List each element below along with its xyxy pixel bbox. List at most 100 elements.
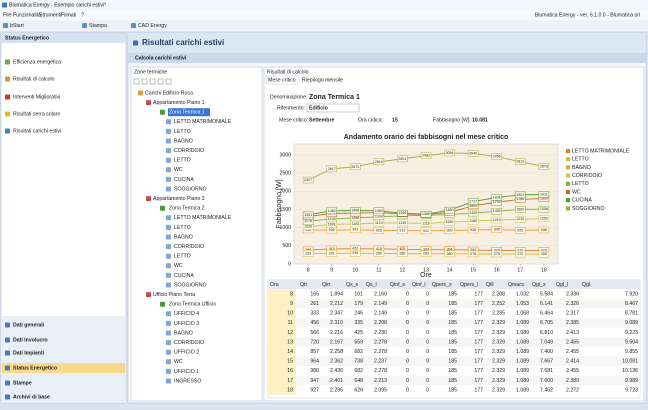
table-cell: 2.278 xyxy=(374,349,387,355)
table-cell: 10 xyxy=(287,311,293,317)
sub-header xyxy=(128,53,646,63)
nav-item[interactable]: Status Energetico xyxy=(13,365,57,371)
point-label: 420 xyxy=(352,247,358,251)
table-cell: 1.089 xyxy=(516,387,529,393)
tab[interactable]: Riepilogo mensile xyxy=(302,77,343,83)
point-label: 394 xyxy=(423,248,429,252)
legend-label: SOGGIORNO xyxy=(572,206,605,212)
menu-item[interactable]: ? xyxy=(81,12,84,18)
toolbar-button[interactable]: CAD Energy xyxy=(138,23,167,29)
sidebar-item[interactable]: Risultati serra solare xyxy=(13,111,60,117)
nav-item[interactable]: Dati Impianti xyxy=(13,350,45,356)
tree-node[interactable]: WC xyxy=(174,359,183,365)
tree-node[interactable]: Zona Termica 2 xyxy=(169,206,205,212)
nav-item[interactable]: Stampe xyxy=(13,380,32,386)
point-label: 370 xyxy=(541,248,547,252)
sidebar-item[interactable]: Interventi Migliorativi xyxy=(13,94,60,100)
tree-node[interactable]: CORRIDOIO xyxy=(174,340,204,346)
point-label: 1911 xyxy=(540,192,548,196)
tree-node[interactable]: Appartamento Piano 1 xyxy=(153,100,205,106)
toolbar xyxy=(0,20,648,31)
column-header: Qinf_l xyxy=(412,282,426,288)
point-label-box xyxy=(302,176,314,184)
table-cell: 0 xyxy=(426,339,429,345)
nav-item[interactable]: Archivi di base xyxy=(13,394,50,400)
tree-node[interactable]: WC xyxy=(174,167,183,173)
table-cell: 2.347 xyxy=(330,311,343,317)
y-tick-label: 1500 xyxy=(279,207,291,213)
tree-node[interactable]: CUCINA xyxy=(174,177,194,183)
point-label-box xyxy=(467,250,479,258)
tree-node[interactable]: CORRIDOIO xyxy=(174,244,204,250)
point-label: 912 xyxy=(423,229,429,233)
tree-node[interactable]: WC xyxy=(174,263,183,269)
tree-node[interactable]: UFFICIO 2 xyxy=(174,350,199,356)
tree-node[interactable]: Zona Termica Ufficio xyxy=(169,302,216,308)
nav-item[interactable]: Dati Involucro xyxy=(13,337,48,343)
y-tick-label: 2500 xyxy=(279,170,291,176)
menu-item[interactable]: Strumenti xyxy=(39,12,61,18)
point-label: 413 xyxy=(329,247,335,251)
table-cell: 2.329 xyxy=(492,368,505,374)
tree-node[interactable]: INGRESSO xyxy=(174,378,201,384)
menu-item[interactable]: Funzionalità xyxy=(13,12,41,18)
icon xyxy=(146,196,151,202)
icon xyxy=(5,111,10,117)
tree-node[interactable]: CORRIDOIO xyxy=(174,148,204,154)
icon xyxy=(166,349,171,355)
tree-node[interactable]: BAGNO xyxy=(174,330,193,336)
tree-node[interactable]: BAGNO xyxy=(174,234,193,240)
table-cell: 2.362 xyxy=(330,359,343,365)
point-label-box xyxy=(491,226,502,233)
table-cell: 2.149 xyxy=(374,301,387,307)
tree-node[interactable]: Ufficio Piano Terra xyxy=(153,292,195,298)
tree-node[interactable]: CUCINA xyxy=(174,273,194,279)
tab[interactable]: Mese critico xyxy=(268,77,296,83)
tree-node[interactable]: UFFICIO 1 xyxy=(174,369,199,375)
table-cell: 626 xyxy=(354,387,363,393)
nav-item[interactable]: Dati generali xyxy=(13,322,45,328)
sidebar-item[interactable]: Risultati di calcolo xyxy=(13,76,55,82)
tree-node[interactable]: UFFICIO 3 xyxy=(174,321,199,327)
table-cell: 1.089 xyxy=(516,359,529,365)
tree-node[interactable]: SOGGIORNO xyxy=(174,186,207,192)
tree-node[interactable]: LETTO MATRIMONIALE xyxy=(174,119,232,125)
icon xyxy=(82,23,87,28)
tree-node[interactable]: Appartamento Piano 2 xyxy=(153,196,205,202)
tree-node[interactable]: LETTO xyxy=(174,254,191,260)
tree-node[interactable]: Zona Termica 1 xyxy=(169,110,205,116)
tree-node[interactable]: UFFICIO 4 xyxy=(174,311,199,317)
menu-item[interactable]: Filmati xyxy=(61,12,76,18)
point-label: 293 xyxy=(305,251,311,255)
table-cell: 7.049 xyxy=(540,339,553,345)
menu-item[interactable]: File xyxy=(3,12,11,18)
toolbar-button[interactable]: Stampa xyxy=(89,23,107,29)
table-cell: 720 xyxy=(310,339,319,345)
field-label: Riferimento: xyxy=(277,105,305,111)
table-cell: 2.389 xyxy=(566,378,579,384)
tree-node[interactable]: LETTO xyxy=(174,225,191,231)
table-cell: 0 xyxy=(406,349,409,355)
tree-node[interactable]: SOGGIORNO xyxy=(174,282,207,288)
icon xyxy=(5,128,10,134)
table-cell: 7.667 xyxy=(540,359,553,365)
window-title: Blumatica Energy - Esempio carichi estiv… xyxy=(9,2,106,8)
tree-node[interactable]: BAGNO xyxy=(174,138,193,144)
legend-swatch xyxy=(566,190,570,194)
tree-node[interactable]: LETTO xyxy=(174,158,191,164)
table-cell: 0 xyxy=(406,291,409,297)
point-label: 919 xyxy=(399,229,405,233)
table-cell: 335 xyxy=(354,320,363,326)
icon xyxy=(5,76,10,82)
column-header: Qirr xyxy=(322,282,331,288)
table-cell: 7.400 xyxy=(540,349,553,355)
icon xyxy=(160,205,165,211)
dropdown[interactable] xyxy=(306,103,360,113)
tree-node[interactable]: LETTO xyxy=(174,129,191,135)
tree-node[interactable]: LETTO MATRIMONIALE xyxy=(174,215,232,221)
toolbar-button[interactable]: bStart xyxy=(10,23,24,29)
table-cell: 2.326 xyxy=(566,301,579,307)
column-header: Ora xyxy=(270,282,279,288)
sidebar-item[interactable]: Efficienza energetica xyxy=(13,59,61,65)
sidebar-item[interactable]: Risultati carichi estivi xyxy=(13,128,61,134)
